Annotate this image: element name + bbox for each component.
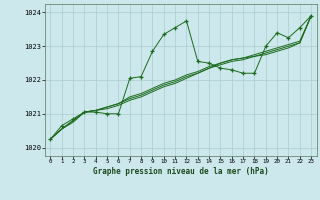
X-axis label: Graphe pression niveau de la mer (hPa): Graphe pression niveau de la mer (hPa) bbox=[93, 167, 269, 176]
